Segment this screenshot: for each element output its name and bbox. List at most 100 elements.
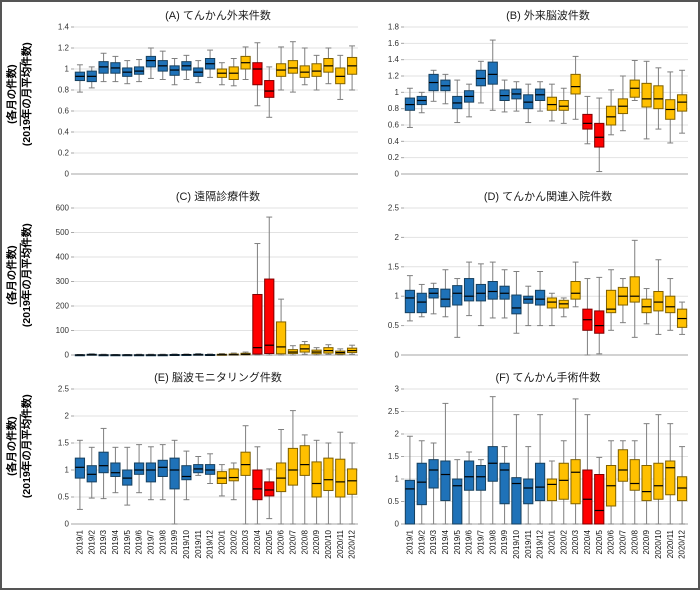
y-tick-label: 0 — [395, 351, 400, 360]
boxplot-2019/8 — [157, 50, 168, 80]
boxplot-2020/12 — [676, 301, 688, 335]
boxplot-2019/6 — [463, 451, 475, 525]
x-tick-label-2020/4: 2020/4 — [583, 529, 592, 554]
panel-c-chart: 0 100 200 300 400 500 600 — [56, 204, 358, 360]
boxplot-2019/8 — [487, 39, 498, 111]
boxplot-2019/7 — [145, 446, 157, 501]
y-axis-denominator: (2019年の月平均件数) — [20, 394, 33, 498]
boxplot-2020/11 — [665, 278, 676, 331]
boxplot-2019/11 — [523, 285, 534, 327]
panel-d: (D) てんかん関連入院件数 0 0.5 1 1.5 2 2.5 — [368, 185, 692, 366]
boxplot-2019/5 — [452, 79, 463, 124]
y-tick-label: 0.8 — [58, 86, 70, 95]
x-tick-label-2020/10: 2020/10 — [654, 529, 663, 558]
boxplot-2019/8 — [487, 396, 498, 525]
boxplot-2020/10 — [323, 344, 334, 355]
boxplot-2020/8 — [629, 59, 640, 101]
x-tick-label-2020/2: 2020/2 — [229, 529, 238, 554]
boxplot-2019/3 — [428, 442, 439, 525]
boxplot-2020/7 — [287, 410, 299, 525]
x-tick-label-2019/12: 2019/12 — [536, 529, 545, 558]
y-axis-numerator: (各月の件数) — [5, 243, 21, 308]
x-tick-label-2019/7: 2019/7 — [476, 529, 485, 554]
panel-d-chart: 0 0.5 1 1.5 2 2.5 — [388, 204, 688, 360]
boxplot-2020/7 — [617, 278, 629, 324]
boxplot-2020/5 — [264, 468, 275, 520]
boxplot-2019/12 — [534, 271, 546, 327]
boxplot-2020/10 — [653, 414, 664, 525]
boxplot-2019/10 — [181, 54, 192, 80]
y-tick-label: 0.5 — [388, 321, 400, 330]
boxplot-2019/1 — [404, 435, 416, 525]
y-tick-label: 500 — [56, 228, 70, 237]
y-tick-label: 2.5 — [388, 204, 400, 213]
boxplot-2019/8 — [157, 353, 168, 357]
y-tick-label: 0.5 — [58, 493, 70, 502]
boxplot-2019/5 — [122, 446, 133, 506]
boxplot-2019/7 — [475, 263, 487, 327]
boxplot-2020/12 — [346, 344, 358, 355]
y-tick-label: 0 — [395, 520, 400, 529]
y-tick-label: 0.4 — [58, 128, 70, 137]
boxplot-2020/6 — [605, 269, 617, 331]
panel-e: (E) 脳波モニタリング件数 0 0.5 1 1.5 2 2.5 2019/1 2019/2 2… — [38, 366, 362, 588]
x-tick-label-2020/6: 2020/6 — [607, 529, 616, 554]
boxplot-2020/7 — [287, 345, 299, 356]
x-tick-label-2020/11: 2020/11 — [666, 529, 675, 558]
y-tick-label: 0.2 — [388, 153, 400, 162]
y-tick-label: 300 — [56, 277, 70, 286]
boxplot-2020/8 — [299, 341, 310, 355]
y-tick-label: 0 — [65, 520, 70, 529]
x-tick-label-2019/3: 2019/3 — [429, 529, 438, 554]
y-axis-numerator: (各月の件数) — [5, 62, 21, 127]
boxplot-2020/2 — [558, 440, 569, 525]
boxplot-2019/12 — [534, 414, 546, 525]
boxplot-2020/3 — [240, 425, 251, 525]
boxplot-2020/11 — [335, 431, 346, 525]
boxplot-2019/11 — [523, 446, 534, 525]
x-tick-label-2019/8: 2019/8 — [158, 529, 167, 554]
x-tick-label-2020/3: 2020/3 — [241, 529, 250, 554]
boxplot-2019/12 — [534, 81, 546, 112]
boxplot-2019/8 — [487, 261, 498, 319]
x-tick-label-2020/6: 2020/6 — [277, 529, 286, 554]
boxplot-2020/2 — [228, 462, 239, 501]
boxplot-2019/2 — [416, 283, 427, 318]
y-axis-fraction: (各月の件数) (2019年の月平均件数) — [5, 392, 34, 500]
boxplot-2020/8 — [299, 434, 310, 525]
boxplot-2019/3 — [428, 69, 439, 102]
row-1: (各月の件数) (2019年の月平均件数) (A) てんかん外来件数 0 0.2 0… — [2, 4, 698, 185]
boxplot-2020/7 — [617, 75, 629, 132]
y-axis-fraction: (各月の件数) (2019年の月平均件数) — [5, 41, 34, 149]
boxplot-2019/10 — [181, 353, 192, 357]
y-tick-label: 0 — [65, 170, 70, 179]
panel-b-title: (B) 外来脳波件数 — [506, 10, 590, 22]
boxplot-2019/10 — [181, 450, 192, 501]
panel-b-chart: 0 0.2 0.4 0.6 0.8 1 1.2 1.4 1.6 1.8 — [388, 23, 688, 179]
boxplot-2019/12 — [204, 353, 216, 357]
boxplot-2019/7 — [475, 60, 487, 104]
y-tick-label: 1 — [395, 88, 400, 97]
boxplot-2019/9 — [499, 446, 510, 525]
y-tick-label: 0 — [65, 351, 70, 360]
boxplot-2020/1 — [546, 292, 558, 327]
x-tick-label-2019/1: 2019/1 — [75, 529, 84, 554]
boxplot-2019/4 — [110, 446, 121, 494]
boxplot-2019/9 — [169, 353, 180, 357]
x-tick-label-2020/7: 2020/7 — [288, 529, 297, 554]
boxplot-2019/10 — [511, 414, 522, 525]
panel-c: (C) 遠隔診療件数 0 100 200 300 400 500 600 — [38, 185, 362, 366]
y-axis-fraction-label: (各月の件数) (2019年の月平均件数) — [2, 4, 38, 185]
x-tick-label-2020/12: 2020/12 — [348, 529, 357, 558]
x-tick-label-2020/2: 2020/2 — [559, 529, 568, 554]
boxplot-2020/11 — [665, 71, 676, 144]
boxplot-2019/5 — [122, 354, 133, 357]
boxplot-2020/6 — [605, 89, 617, 136]
boxplot-2019/7 — [145, 353, 157, 357]
boxplot-2020/11 — [335, 54, 346, 100]
x-tick-label-2020/8: 2020/8 — [630, 529, 639, 554]
boxplot-2019/5 — [122, 60, 133, 85]
panel-c-title: (C) 遠隔診療件数 — [175, 191, 261, 203]
